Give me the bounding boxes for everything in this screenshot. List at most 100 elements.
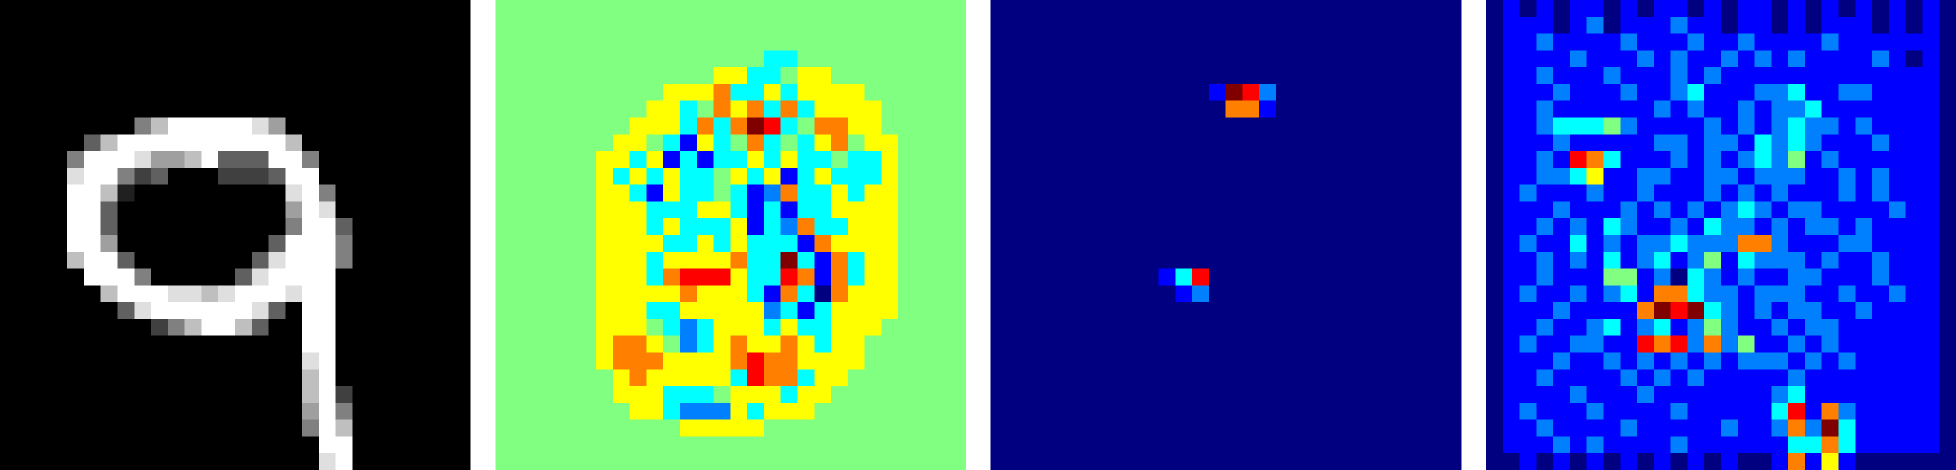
pixel xyxy=(218,117,236,135)
pixel xyxy=(1670,50,1689,68)
pixel xyxy=(1821,83,1840,102)
pixel xyxy=(1536,16,1554,35)
pixel xyxy=(1670,285,1689,303)
pixel xyxy=(881,251,899,270)
pixel xyxy=(369,369,387,387)
pixel xyxy=(1427,184,1445,203)
pixel xyxy=(1922,436,1940,454)
pixel xyxy=(1737,100,1756,119)
pixel xyxy=(512,218,530,236)
pixel xyxy=(369,67,387,85)
pixel xyxy=(352,369,370,387)
pixel xyxy=(1553,67,1571,85)
pixel xyxy=(898,201,916,219)
pixel xyxy=(545,453,564,470)
pixel xyxy=(545,335,564,354)
pixel xyxy=(386,100,404,119)
pixel xyxy=(1292,335,1311,354)
pixel xyxy=(990,0,1009,18)
pixel xyxy=(1057,352,1076,370)
pixel xyxy=(1259,251,1277,270)
pixel xyxy=(1603,453,1621,470)
pixel xyxy=(285,218,303,236)
pixel xyxy=(797,419,815,438)
pixel xyxy=(268,386,286,404)
pixel xyxy=(0,201,18,219)
pixel xyxy=(596,235,614,253)
pixel xyxy=(83,318,102,337)
pixel xyxy=(167,16,186,35)
pixel xyxy=(318,167,337,186)
pixel xyxy=(83,100,102,119)
pixel xyxy=(235,436,253,454)
pixel xyxy=(1804,33,1823,51)
pixel xyxy=(251,16,270,35)
pixel xyxy=(184,167,203,186)
pixel xyxy=(436,151,454,169)
pixel xyxy=(881,184,899,203)
pixel xyxy=(151,268,169,286)
pixel xyxy=(1502,184,1521,203)
pixel xyxy=(1024,16,1042,35)
pixel xyxy=(1519,436,1537,454)
pixel xyxy=(1687,352,1705,370)
pixel xyxy=(1737,16,1756,35)
pixel xyxy=(134,83,152,102)
pixel xyxy=(1721,235,1739,253)
pixel xyxy=(847,235,866,253)
pixel xyxy=(386,335,404,354)
pixel xyxy=(235,100,253,119)
pixel xyxy=(1502,0,1521,18)
pixel xyxy=(1821,33,1840,51)
pixel xyxy=(1326,167,1344,186)
pixel xyxy=(1687,302,1705,320)
pixel xyxy=(898,251,916,270)
pixel xyxy=(335,0,354,18)
pixel xyxy=(1737,201,1756,219)
pixel xyxy=(1486,16,1504,35)
pixel xyxy=(1276,235,1294,253)
pixel xyxy=(545,33,564,51)
pixel xyxy=(1057,369,1076,387)
pixel xyxy=(1259,453,1277,470)
pixel xyxy=(335,100,354,119)
pixel xyxy=(184,33,203,51)
pixel xyxy=(235,151,253,169)
pixel xyxy=(528,235,547,253)
pixel xyxy=(1804,302,1823,320)
pixel xyxy=(1292,67,1311,85)
pixel xyxy=(318,453,337,470)
pixel xyxy=(1192,167,1210,186)
pixel xyxy=(1888,436,1907,454)
pixel xyxy=(1024,235,1042,253)
pixel xyxy=(1175,83,1193,102)
pixel xyxy=(1292,134,1311,152)
pixel xyxy=(579,218,597,236)
pixel xyxy=(528,402,547,421)
pixel xyxy=(1041,33,1059,51)
pixel xyxy=(814,352,832,370)
pixel xyxy=(679,33,698,51)
pixel xyxy=(914,184,933,203)
pixel xyxy=(1024,369,1042,387)
pixel xyxy=(990,218,1009,236)
pixel xyxy=(1821,235,1840,253)
pixel xyxy=(402,201,421,219)
pixel xyxy=(831,302,849,320)
pixel xyxy=(268,100,286,119)
pixel xyxy=(1276,50,1294,68)
pixel xyxy=(251,436,270,454)
pixel xyxy=(33,134,51,152)
pixel xyxy=(914,251,933,270)
pixel xyxy=(990,318,1009,337)
pixel xyxy=(562,167,580,186)
pixel xyxy=(679,50,698,68)
pixel xyxy=(612,268,631,286)
pixel xyxy=(1091,302,1109,320)
pixel xyxy=(1376,201,1395,219)
pixel xyxy=(1922,335,1940,354)
pixel xyxy=(864,201,883,219)
pixel xyxy=(646,167,664,186)
pixel xyxy=(1721,453,1739,470)
pixel xyxy=(1653,285,1672,303)
